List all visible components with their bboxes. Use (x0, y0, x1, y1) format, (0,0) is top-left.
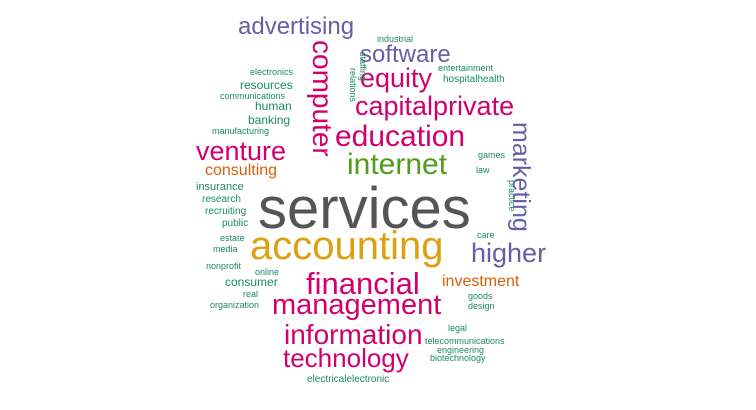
word-real: real (243, 289, 259, 299)
word-communications: communications (220, 91, 286, 101)
word-advertising: advertising (238, 13, 355, 40)
word-goods: goods (468, 291, 493, 301)
word-internet: internet (347, 148, 448, 181)
word-hospitalhealth: hospitalhealth (443, 74, 505, 85)
word-banking: banking (248, 113, 291, 127)
word-biotechnology: biotechnology (430, 353, 486, 363)
word-investment: investment (442, 273, 520, 290)
word-accounting: accounting (250, 224, 444, 268)
word-engineering: engineering (437, 345, 485, 355)
word-entertainment: entertainment (438, 63, 494, 73)
word-capitalprivate: capitalprivate (355, 91, 515, 121)
word-games: games (478, 150, 506, 160)
word-research: research (202, 194, 241, 205)
word-recruiting: recruiting (205, 206, 247, 217)
word-financial: financial (306, 266, 420, 301)
word-equity: equity (360, 63, 433, 93)
word-telecommunications: telecommunications (425, 336, 505, 346)
word-marketing: marketing (507, 122, 535, 232)
word-software: software (360, 41, 451, 68)
word-education: education (335, 120, 466, 153)
word-management: management (272, 289, 442, 321)
word-resources: resources (240, 78, 293, 92)
word-nonprofit: nonprofit (206, 261, 242, 271)
word-online: online (255, 267, 280, 277)
word-industrial: industrial (377, 34, 414, 44)
word-insurance: insurance (196, 181, 244, 193)
word-estate: estate (220, 233, 245, 243)
word-practice: practice (507, 180, 517, 212)
word-staffing: staffing (358, 52, 368, 81)
word-electricalelectronic: electricalelectronic (307, 374, 390, 385)
word-organization: organization (210, 300, 260, 310)
word-information: information (284, 319, 423, 350)
word-public: public (222, 218, 249, 229)
word-manufacturing: manufacturing (212, 126, 270, 136)
word-technology: technology (283, 343, 409, 373)
word-human: human (255, 99, 292, 113)
word-media: media (213, 244, 238, 254)
word-relations: relations (348, 68, 358, 103)
word-consumer: consumer (225, 275, 278, 289)
word-higher: higher (471, 238, 547, 268)
word-computer: computer (307, 40, 338, 157)
word-electronics: electronics (250, 67, 294, 77)
word-services: services (258, 176, 471, 241)
word-venture: venture (196, 136, 287, 166)
word-design: design (468, 301, 495, 311)
word-law: law (476, 165, 490, 175)
word-legal: legal (448, 323, 468, 333)
word-consulting: consulting (205, 162, 278, 179)
word-care: care (477, 230, 495, 240)
